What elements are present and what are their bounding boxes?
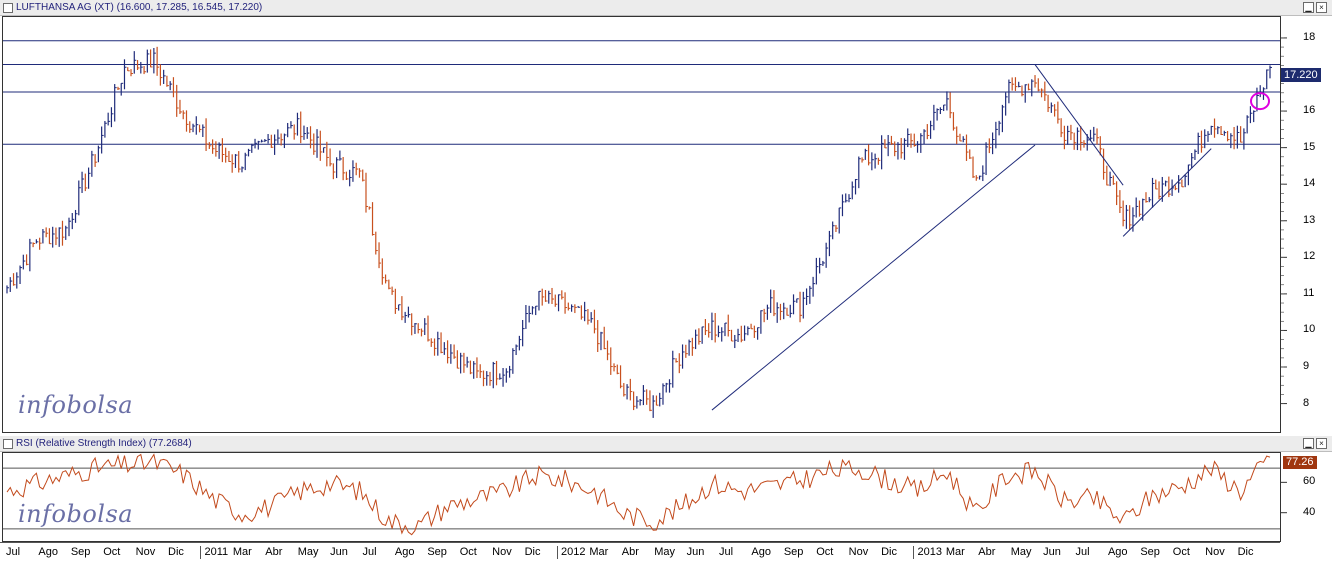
x-tick-label: Oct (1172, 546, 1190, 558)
last-rsi-label: 77.26 (1283, 456, 1317, 469)
panel-select-checkbox[interactable] (3, 439, 13, 449)
x-tick-label: Jul (6, 546, 21, 558)
x-tick-label: May (1010, 546, 1032, 558)
x-tick-label: Dic (168, 546, 184, 558)
x-tick-label: 2011 (200, 546, 228, 559)
x-tick-label: Abr (265, 546, 283, 558)
x-tick-label: Abr (978, 546, 996, 558)
x-tick-label: Sep (70, 546, 91, 558)
price-watermark: infobolsa (18, 391, 134, 419)
x-axis: Jul Ago Sep Oct Nov Dic 2011 Mar Abr May Jun Jul Ago… (0, 542, 1280, 562)
x-tick-label: Ago (394, 546, 415, 558)
price-bars (6, 46, 1272, 418)
minimize-icon[interactable]: ▁ (1303, 2, 1314, 13)
x-tick-label: Oct (459, 546, 477, 558)
x-tick-label: Oct (816, 546, 834, 558)
y-tick-label: 16 (1303, 104, 1316, 117)
y-tick-label: 11 (1303, 286, 1315, 299)
rsi-axis-ticks (1281, 481, 1287, 514)
breakout-highlight-circle (1250, 92, 1270, 111)
y-tick-label: 15 (1303, 140, 1316, 153)
x-tick-label: 2013 (913, 546, 942, 559)
rsi-chart-area[interactable] (2, 452, 1281, 542)
last-price-label: 17.220 (1281, 68, 1321, 82)
y-tick-label: 12 (1303, 250, 1316, 263)
rsi-panel-header: RSI (Relative Strength Index) (77.2684) … (0, 436, 1332, 452)
price-axis-ticks (1281, 37, 1287, 405)
x-tick-label: Mar (589, 546, 609, 558)
trend-line (1034, 64, 1124, 186)
x-tick-label: Jul (362, 546, 377, 558)
trend-line (711, 144, 1036, 411)
trend-line (1122, 148, 1212, 237)
x-tick-label: Nov (1205, 546, 1225, 558)
x-tick-label: Ago (38, 546, 58, 558)
rsi-line (6, 453, 1271, 536)
x-tick-label: Mar (945, 546, 965, 558)
x-tick-label: Sep (1140, 546, 1160, 558)
rsi-y-tick-label: 60 (1303, 475, 1316, 488)
x-tick-label: Dic (524, 546, 541, 558)
close-icon[interactable]: × (1316, 2, 1327, 13)
rsi-watermark: infobolsa (18, 500, 134, 528)
x-tick-label: Oct (103, 546, 121, 558)
y-tick-label: 13 (1303, 213, 1316, 226)
price-panel-header: LUFTHANSA AG (XT) (16.600, 17.285, 16.54… (0, 0, 1332, 16)
x-tick-label: Dic (1237, 546, 1254, 558)
x-tick-label: Ago (751, 546, 771, 558)
x-tick-label: Jun (330, 546, 348, 558)
y-tick-label: 8 (1303, 396, 1310, 409)
rsi-y-tick-label: 40 (1303, 505, 1316, 518)
minimize-icon[interactable]: ▁ (1303, 438, 1314, 449)
x-tick-label: Jul (719, 546, 734, 558)
x-tick-label: Nov (492, 546, 512, 558)
x-tick-label: Jun (686, 546, 705, 558)
y-tick-label: 18 (1303, 30, 1316, 43)
price-panel-title: LUFTHANSA AG (XT) (16.600, 17.285, 16.54… (16, 2, 263, 13)
y-tick-label: 14 (1303, 177, 1316, 190)
x-tick-label: Sep (783, 546, 804, 558)
x-tick-label: 2012 (556, 546, 585, 559)
rsi-panel-title: RSI (Relative Strength Index) (77.2684) (16, 438, 192, 449)
x-tick-label: Abr (621, 546, 639, 558)
x-tick-label: Mar (232, 546, 252, 558)
price-chart (3, 40, 1280, 418)
rsi-chart (3, 453, 1280, 536)
y-tick-label: 10 (1303, 323, 1316, 336)
x-tick-label: Nov (135, 546, 156, 558)
x-tick-label: May (297, 546, 319, 558)
price-y-axis (1281, 16, 1332, 433)
x-tick-label: Sep (427, 546, 447, 558)
x-tick-label: May (654, 546, 675, 558)
price-chart-area[interactable] (2, 16, 1281, 433)
y-tick-label: 9 (1303, 360, 1310, 372)
panel-select-checkbox[interactable] (3, 3, 13, 13)
x-tick-label: Ago (1107, 546, 1128, 558)
close-icon[interactable]: × (1316, 438, 1327, 449)
x-tick-label: Jun (1043, 546, 1061, 558)
x-tick-label: Jul (1075, 546, 1090, 558)
x-tick-label: Dic (881, 546, 897, 558)
x-tick-label: Nov (848, 546, 869, 558)
